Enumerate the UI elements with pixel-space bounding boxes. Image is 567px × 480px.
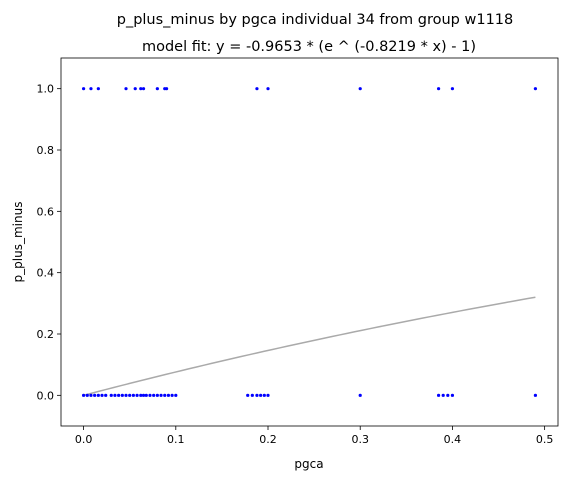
data-point bbox=[89, 87, 92, 90]
chart-subtitle: model fit: y = -0.9653 * (e ^ (-0.8219 *… bbox=[142, 39, 476, 55]
data-point bbox=[97, 87, 100, 90]
data-point bbox=[142, 87, 145, 90]
x-axis-label: pgca bbox=[294, 457, 323, 471]
data-point bbox=[451, 87, 454, 90]
data-point bbox=[359, 394, 362, 397]
y-tick-label: 1.0 bbox=[37, 83, 55, 96]
data-point bbox=[251, 394, 254, 397]
y-tick-label: 0.8 bbox=[37, 144, 55, 157]
x-tick-label: 0.3 bbox=[351, 433, 369, 446]
data-point bbox=[124, 87, 127, 90]
data-point bbox=[174, 394, 177, 397]
x-axis-ticks: 0.0 0.1 0.2 0.3 0.4 0.5 bbox=[75, 426, 554, 446]
y-tick-label: 0.4 bbox=[37, 267, 55, 280]
data-point bbox=[82, 394, 85, 397]
data-point bbox=[121, 394, 124, 397]
plot-frame bbox=[61, 58, 558, 426]
data-point bbox=[142, 394, 145, 397]
data-point bbox=[93, 394, 96, 397]
data-point bbox=[451, 394, 454, 397]
data-point bbox=[263, 394, 266, 397]
data-point bbox=[266, 394, 269, 397]
data-point bbox=[139, 87, 142, 90]
data-point bbox=[246, 394, 249, 397]
data-point bbox=[139, 394, 142, 397]
plot-area bbox=[61, 58, 558, 426]
data-point bbox=[89, 394, 92, 397]
data-point bbox=[132, 394, 135, 397]
data-point bbox=[110, 394, 113, 397]
data-point bbox=[117, 394, 120, 397]
x-tick-label: 0.0 bbox=[75, 433, 93, 446]
data-point bbox=[124, 394, 127, 397]
data-point bbox=[135, 394, 138, 397]
y-axis-label: p_plus_minus bbox=[11, 202, 25, 283]
data-point bbox=[359, 87, 362, 90]
data-point bbox=[534, 394, 537, 397]
data-point bbox=[152, 394, 155, 397]
data-point bbox=[446, 394, 449, 397]
data-point bbox=[156, 87, 159, 90]
fit-curve bbox=[84, 297, 536, 395]
data-point bbox=[255, 394, 258, 397]
data-point bbox=[97, 394, 100, 397]
data-point bbox=[171, 394, 174, 397]
data-point bbox=[163, 394, 166, 397]
x-tick-label: 0.5 bbox=[536, 433, 554, 446]
data-point bbox=[437, 394, 440, 397]
data-point bbox=[104, 394, 107, 397]
y-tick-label: 0.0 bbox=[37, 389, 55, 402]
x-tick-label: 0.4 bbox=[444, 433, 462, 446]
fit-layer bbox=[84, 297, 536, 395]
data-point bbox=[167, 394, 170, 397]
x-tick-label: 0.1 bbox=[167, 433, 185, 446]
chart-title: p_plus_minus by pgca individual 34 from … bbox=[117, 12, 514, 28]
data-point bbox=[259, 394, 262, 397]
data-point bbox=[437, 87, 440, 90]
y-axis-ticks: 0.0 0.2 0.4 0.6 0.8 1.0 bbox=[37, 83, 62, 403]
data-point bbox=[156, 394, 159, 397]
data-point bbox=[134, 87, 137, 90]
y-tick-label: 0.2 bbox=[37, 328, 55, 341]
data-point bbox=[100, 394, 103, 397]
data-point bbox=[86, 394, 89, 397]
data-point bbox=[442, 394, 445, 397]
data-point bbox=[145, 394, 148, 397]
data-point bbox=[159, 394, 162, 397]
data-point bbox=[82, 87, 85, 90]
points-layer bbox=[82, 87, 537, 397]
data-point bbox=[128, 394, 131, 397]
data-point bbox=[148, 394, 151, 397]
data-point bbox=[534, 87, 537, 90]
x-tick-label: 0.2 bbox=[259, 433, 277, 446]
data-point bbox=[165, 87, 168, 90]
y-tick-label: 0.6 bbox=[37, 205, 55, 218]
data-point bbox=[113, 394, 116, 397]
data-point bbox=[255, 87, 258, 90]
data-point bbox=[266, 87, 269, 90]
